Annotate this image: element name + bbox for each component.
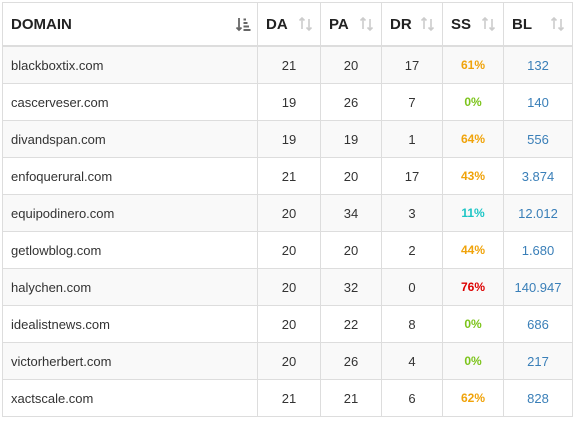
pa-cell: 32 bbox=[320, 268, 382, 306]
da-cell: 20 bbox=[257, 305, 321, 343]
bl-cell: 12.012 bbox=[503, 194, 573, 232]
table-header: DOMAIN DA PA DR SS BL bbox=[2, 2, 573, 47]
ss-cell: 11% bbox=[442, 194, 504, 232]
dr-cell: 0 bbox=[381, 268, 443, 306]
dr-cell: 8 bbox=[381, 305, 443, 343]
ss-cell: 64% bbox=[442, 120, 504, 158]
bl-cell: 556 bbox=[503, 120, 573, 158]
column-header-label: DR bbox=[390, 15, 412, 33]
pa-cell: 20 bbox=[320, 231, 382, 269]
da-cell: 21 bbox=[257, 45, 321, 84]
pa-cell: 26 bbox=[320, 342, 382, 380]
dr-cell: 3 bbox=[381, 194, 443, 232]
da-cell: 20 bbox=[257, 268, 321, 306]
dr-cell: 7 bbox=[381, 83, 443, 121]
domain-cell: getlowblog.com bbox=[2, 231, 258, 269]
domain-cell: divandspan.com bbox=[2, 120, 258, 158]
da-cell: 20 bbox=[257, 342, 321, 380]
bl-cell: 686 bbox=[503, 305, 573, 343]
dr-cell: 6 bbox=[381, 379, 443, 417]
pa-cell: 20 bbox=[320, 45, 382, 84]
table-body: blackboxtix.com 21 20 17 61% 132 cascerveser.c… bbox=[2, 45, 573, 417]
table-row: enfoquerural.com 21 20 17 43% 3.874 bbox=[2, 157, 573, 195]
table-row: cascerveser.com 19 26 7 0% 140 bbox=[2, 83, 573, 121]
ss-cell: 0% bbox=[442, 305, 504, 343]
column-header-bl[interactable]: BL bbox=[503, 2, 573, 47]
ss-cell: 0% bbox=[442, 342, 504, 380]
dr-cell: 17 bbox=[381, 45, 443, 84]
pa-cell: 19 bbox=[320, 120, 382, 158]
domain-cell: cascerveser.com bbox=[2, 83, 258, 121]
header-row: DOMAIN DA PA DR SS BL bbox=[2, 2, 573, 47]
sort-both-icon[interactable] bbox=[550, 16, 566, 32]
domain-cell: halychen.com bbox=[2, 268, 258, 306]
domain-cell: equipodinero.com bbox=[2, 194, 258, 232]
da-cell: 21 bbox=[257, 157, 321, 195]
table-row: idealistnews.com 20 22 8 0% 686 bbox=[2, 305, 573, 343]
domain-cell: blackboxtix.com bbox=[2, 45, 258, 84]
dr-cell: 1 bbox=[381, 120, 443, 158]
da-cell: 21 bbox=[257, 379, 321, 417]
column-header-ss[interactable]: SS bbox=[442, 2, 504, 47]
sort-descending-active-icon[interactable] bbox=[235, 16, 251, 32]
sort-both-icon[interactable] bbox=[481, 16, 497, 32]
table-row: equipodinero.com 20 34 3 11% 12.012 bbox=[2, 194, 573, 232]
column-header-da[interactable]: DA bbox=[257, 2, 321, 47]
column-header-label: DA bbox=[266, 15, 288, 33]
sort-both-icon[interactable] bbox=[298, 16, 314, 32]
pa-cell: 21 bbox=[320, 379, 382, 417]
table-row: divandspan.com 19 19 1 64% 556 bbox=[2, 120, 573, 158]
domain-cell: victorherbert.com bbox=[2, 342, 258, 380]
ss-cell: 43% bbox=[442, 157, 504, 195]
bl-cell: 1.680 bbox=[503, 231, 573, 269]
pa-cell: 22 bbox=[320, 305, 382, 343]
da-cell: 19 bbox=[257, 83, 321, 121]
column-header-label: PA bbox=[329, 15, 349, 33]
bl-cell: 140.947 bbox=[503, 268, 573, 306]
table-row: halychen.com 20 32 0 76% 140.947 bbox=[2, 268, 573, 306]
table-row: victorherbert.com 20 26 4 0% 217 bbox=[2, 342, 573, 380]
ss-cell: 62% bbox=[442, 379, 504, 417]
dr-cell: 4 bbox=[381, 342, 443, 380]
column-header-pa[interactable]: PA bbox=[320, 2, 382, 47]
domain-metrics-table: DOMAIN DA PA DR SS BL blackboxtix.com 21 20 17 61… bbox=[2, 2, 573, 417]
ss-cell: 44% bbox=[442, 231, 504, 269]
column-header-dr[interactable]: DR bbox=[381, 2, 443, 47]
table-row: getlowblog.com 20 20 2 44% 1.680 bbox=[2, 231, 573, 269]
bl-cell: 828 bbox=[503, 379, 573, 417]
pa-cell: 20 bbox=[320, 157, 382, 195]
pa-cell: 34 bbox=[320, 194, 382, 232]
domain-cell: xactscale.com bbox=[2, 379, 258, 417]
bl-cell: 217 bbox=[503, 342, 573, 380]
da-cell: 20 bbox=[257, 231, 321, 269]
da-cell: 19 bbox=[257, 120, 321, 158]
ss-cell: 76% bbox=[442, 268, 504, 306]
table-row: xactscale.com 21 21 6 62% 828 bbox=[2, 379, 573, 417]
domain-cell: enfoquerural.com bbox=[2, 157, 258, 195]
dr-cell: 17 bbox=[381, 157, 443, 195]
bl-cell: 3.874 bbox=[503, 157, 573, 195]
bl-cell: 140 bbox=[503, 83, 573, 121]
pa-cell: 26 bbox=[320, 83, 382, 121]
sort-both-icon[interactable] bbox=[420, 16, 436, 32]
column-header-label: DOMAIN bbox=[11, 15, 72, 33]
bl-cell: 132 bbox=[503, 45, 573, 84]
ss-cell: 0% bbox=[442, 83, 504, 121]
column-header-label: SS bbox=[451, 15, 472, 33]
table-row: blackboxtix.com 21 20 17 61% 132 bbox=[2, 45, 573, 84]
ss-cell: 61% bbox=[442, 45, 504, 84]
da-cell: 20 bbox=[257, 194, 321, 232]
sort-both-icon[interactable] bbox=[359, 16, 375, 32]
column-header-domain[interactable]: DOMAIN bbox=[2, 2, 258, 47]
dr-cell: 2 bbox=[381, 231, 443, 269]
column-header-label: BL bbox=[512, 15, 532, 33]
domain-cell: idealistnews.com bbox=[2, 305, 258, 343]
